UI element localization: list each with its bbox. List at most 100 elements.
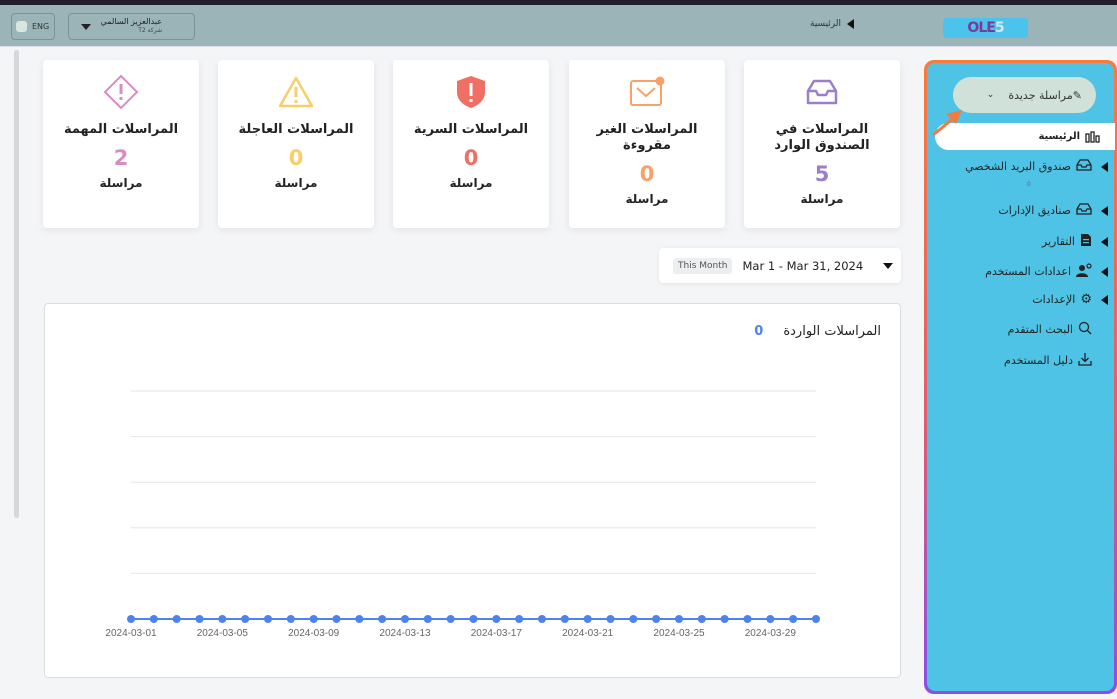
data-point[interactable] <box>675 615 683 623</box>
preset-badge[interactable]: This Month <box>673 257 733 274</box>
data-point[interactable] <box>789 615 798 623</box>
data-point[interactable] <box>492 615 501 623</box>
diamond-alert-icon <box>43 72 199 112</box>
card-title: المراسلات في الصندوق الوارد <box>774 122 870 153</box>
caret-left-icon <box>847 19 854 29</box>
data-point[interactable] <box>355 615 364 623</box>
data-point[interactable] <box>515 615 524 623</box>
data-point[interactable] <box>423 615 432 623</box>
data-point[interactable] <box>743 615 752 623</box>
data-point[interactable] <box>629 615 638 623</box>
data-point[interactable] <box>264 615 272 623</box>
language-toggle[interactable]: ENG <box>11 13 55 40</box>
stat-card[interactable]: المراسلات في الصندوق الوارد 5 مراسلة <box>744 60 900 228</box>
sidebar-item-label: اعدادات المستخدم <box>985 265 1071 278</box>
data-point[interactable] <box>720 615 729 623</box>
pencil-icon: ✎ <box>1072 88 1082 102</box>
stat-card[interactable]: المراسلات الغير مقروءة 0 مراسلة <box>569 60 725 228</box>
inbox-icon <box>1076 159 1092 174</box>
report-icon <box>1080 233 1092 250</box>
data-point[interactable] <box>286 615 295 623</box>
data-point[interactable] <box>766 615 775 623</box>
language-label: ENG <box>32 22 50 31</box>
stat-card[interactable]: المراسلات المهمة 2 مراسلة <box>43 60 199 228</box>
sidebar-item[interactable]: اعدادات المستخدم <box>928 263 1108 280</box>
card-unit: مراسلة <box>449 176 493 190</box>
unread-mail-icon <box>569 72 725 112</box>
data-point[interactable] <box>469 615 478 623</box>
data-point[interactable] <box>195 615 204 623</box>
data-point[interactable] <box>606 615 615 623</box>
x-tick-label: 2024-03-01 <box>105 628 157 639</box>
x-tick-label: 2024-03-09 <box>288 628 340 639</box>
card-count: 5 <box>814 162 830 186</box>
stat-card[interactable]: المراسلات السرية 0 مراسلة <box>393 60 549 228</box>
warning-icon <box>218 72 374 112</box>
chevron-down-icon: ⌄ <box>986 90 995 100</box>
data-point[interactable] <box>583 615 592 623</box>
incoming-chart: المراسلات الواردة 0 2024-03-01 2024-03-05 2… <box>44 303 901 678</box>
user-company: شركة T2 <box>138 27 162 34</box>
data-point[interactable] <box>652 615 661 623</box>
sidebar-item[interactable]: ⚙ الإعدادات <box>928 292 1108 307</box>
breadcrumb[interactable]: الرئيسية <box>810 19 854 29</box>
breadcrumb-home: الرئيسية <box>810 19 841 29</box>
data-point[interactable] <box>378 615 387 623</box>
card-title: المراسلات الغير مقروءة <box>596 122 698 153</box>
sidebar-item[interactable]: دليل المستخدم <box>928 352 1108 369</box>
sidebar-item-label: البحث المتقدم <box>1007 323 1073 336</box>
sidebar-item-label: التقارير <box>1041 235 1075 248</box>
sidebar-item[interactable]: صندوق البريد الشخصي <box>928 159 1108 174</box>
sidebar-item-label: الرئيسية <box>1038 131 1080 142</box>
inbox-icon <box>744 72 900 112</box>
new-message-label: مراسلة جديدة <box>1008 88 1073 102</box>
data-point[interactable] <box>401 615 409 623</box>
x-tick-label: 2024-03-17 <box>471 628 523 639</box>
sidebar-item-label: صندوق البريد الشخصي <box>965 160 1071 173</box>
window-top-strip <box>0 0 1117 5</box>
caret-down-icon <box>81 24 91 30</box>
caret-left-icon <box>1101 266 1108 277</box>
data-point[interactable] <box>309 615 318 623</box>
card-unit: مراسلة <box>800 192 844 206</box>
chart-title: المراسلات الواردة 0 <box>754 324 881 339</box>
card-unit: مراسلة <box>625 192 669 206</box>
card-title: المراسلات العاجلة <box>238 122 354 137</box>
personal-badge: 0 <box>1027 181 1031 188</box>
data-point[interactable] <box>446 615 455 623</box>
data-point[interactable] <box>697 615 706 623</box>
x-tick-label: 2024-03-13 <box>379 628 431 639</box>
data-point[interactable] <box>218 615 227 623</box>
chart-title-text: المراسلات الواردة <box>783 324 881 339</box>
data-point[interactable] <box>538 615 546 623</box>
data-point[interactable] <box>127 615 135 623</box>
caret-left-icon <box>1101 236 1108 247</box>
date-range: Mar 1 - Mar 31, 2024 <box>742 258 864 273</box>
sidebar-item-home[interactable]: الرئيسية <box>935 123 1115 150</box>
user-menu[interactable]: عبدالعزيز السالمي شركة T2 <box>68 13 195 40</box>
card-count: 0 <box>288 146 304 170</box>
toggle-icon <box>16 21 27 32</box>
x-tick-label: 2024-03-21 <box>562 628 614 639</box>
data-point[interactable] <box>332 615 341 623</box>
sidebar-item[interactable]: التقارير <box>928 233 1108 250</box>
caret-left-icon <box>1101 294 1108 305</box>
x-tick-label: 2024-03-05 <box>197 628 249 639</box>
new-message-button[interactable]: ✎مراسلة جديدة ⌄ <box>953 77 1096 113</box>
stat-card[interactable]: المراسلات العاجلة 0 مراسلة <box>218 60 374 228</box>
sidebar: ✎مراسلة جديدة ⌄ الرئيسية صندوق البريد ال… <box>924 60 1117 694</box>
data-point[interactable] <box>172 615 181 623</box>
search-icon <box>1078 321 1092 338</box>
data-point[interactable] <box>812 615 820 623</box>
data-point[interactable] <box>560 615 569 623</box>
card-title: المراسلات المهمة <box>63 122 179 137</box>
bar-chart-icon <box>1085 130 1100 143</box>
data-point[interactable] <box>241 615 250 623</box>
gear-icon: ⚙ <box>1080 292 1092 307</box>
sidebar-item[interactable]: صناديق الإدارات <box>928 203 1108 218</box>
scrollbar[interactable] <box>14 50 19 518</box>
data-point[interactable] <box>149 615 158 623</box>
x-tick-label: 2024-03-25 <box>653 628 705 639</box>
date-range-picker[interactable]: This Month Mar 1 - Mar 31, 2024 <box>659 248 901 283</box>
sidebar-item[interactable]: البحث المتقدم <box>928 321 1108 338</box>
